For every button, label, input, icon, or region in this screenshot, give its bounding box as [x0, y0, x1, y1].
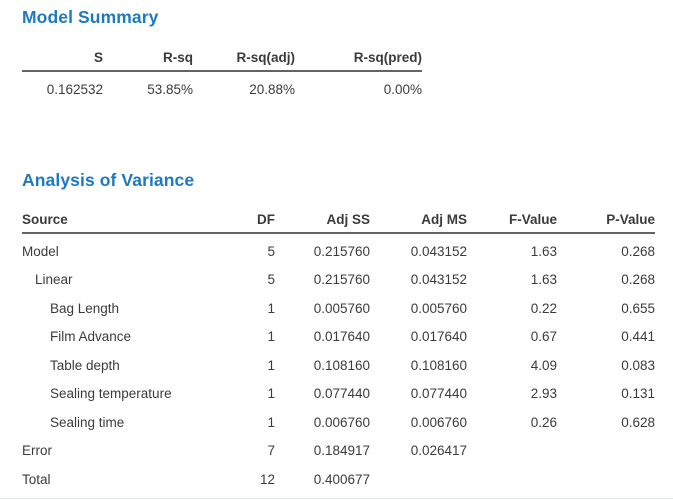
- ms-header-rsq-adj: R-sq(adj): [236, 50, 296, 65]
- anova-p-value-cell: 0.268: [621, 272, 655, 288]
- anova-header-df: DF: [257, 212, 275, 227]
- anova-table: Source DF Adj SS Adj MS F-Value P-Value …: [22, 212, 655, 494]
- anova-row-bag-length: Bag Length 1 0.005760 0.005760 0.22 0.65…: [22, 294, 655, 323]
- anova-row-error: Error 7 0.184917 0.026417: [22, 437, 655, 466]
- page-bottom-divider: [0, 498, 673, 499]
- anova-source-cell: Table depth: [50, 357, 120, 373]
- anova-f-value-cell: 4.09: [530, 357, 557, 373]
- anova-f-value-cell: 2.93: [530, 386, 557, 402]
- anova-f-value-cell: 0.67: [530, 329, 557, 345]
- anova-p-value-cell: 0.131: [621, 386, 655, 402]
- ms-header-s: S: [93, 50, 103, 65]
- anova-adj-ms-cell: 0.108160: [410, 357, 467, 373]
- anova-adj-ss-cell: 0.108160: [313, 357, 370, 373]
- anova-source-cell: Sealing time: [50, 414, 125, 430]
- anova-df-cell: 1: [267, 329, 275, 345]
- anova-source-cell: Total: [22, 471, 51, 487]
- anova-header-f-value: F-Value: [508, 212, 557, 227]
- anova-df-cell: 1: [267, 300, 275, 316]
- model-summary-title: Model Summary: [22, 7, 159, 27]
- anova-f-value-cell: 1.63: [530, 243, 557, 259]
- anova-row-film-advance: Film Advance 1 0.017640 0.017640 0.67 0.…: [22, 323, 655, 352]
- anova-source-cell: Linear: [35, 272, 73, 288]
- anova-adj-ms-cell: 0.017640: [410, 329, 467, 345]
- anova-p-value-cell: 0.083: [621, 357, 655, 373]
- anova-df-cell: 1: [267, 386, 275, 402]
- ms-header-rsq-pred: R-sq(pred): [353, 50, 422, 65]
- ms-header-rsq: R-sq: [163, 50, 193, 65]
- anova-source-cell: Film Advance: [50, 329, 132, 345]
- anova-source-cell: Model: [22, 243, 59, 259]
- anova-df-cell: 5: [267, 272, 275, 288]
- anova-header-p-value: P-Value: [606, 212, 655, 227]
- anova-f-value-cell: 0.22: [530, 300, 557, 316]
- anova-f-value-cell: [467, 465, 557, 494]
- anova-source-cell: Error: [22, 443, 52, 459]
- anova-p-value-cell: 0.655: [621, 300, 655, 316]
- anova-source-cell: Sealing temperature: [50, 386, 172, 402]
- anova-adj-ss-cell: 0.400677: [313, 471, 370, 487]
- anova-adj-ss-cell: 0.005760: [313, 300, 370, 316]
- anova-row-model: Model 5 0.215760 0.043152 1.63 0.268: [22, 233, 655, 266]
- anova-row-table-depth: Table depth 1 0.108160 0.108160 4.09 0.0…: [22, 351, 655, 380]
- model-summary-header-row: S R-sq R-sq(adj) R-sq(pred): [22, 50, 422, 71]
- anova-adj-ms-cell: 0.043152: [410, 272, 467, 288]
- anova-adj-ms-cell: [370, 465, 467, 494]
- anova-adj-ss-cell: 0.017640: [313, 329, 370, 345]
- anova-row-total: Total 12 0.400677: [22, 465, 655, 494]
- ms-value-rsq-pred: 0.00%: [383, 81, 422, 97]
- anova-df-cell: 12: [259, 471, 275, 487]
- anova-adj-ss-cell: 0.215760: [313, 272, 370, 288]
- ms-value-s: 0.162532: [46, 81, 103, 97]
- anova-f-value-cell: 0.26: [530, 414, 557, 430]
- anova-p-value-cell: [557, 465, 655, 494]
- anova-adj-ss-cell: 0.184917: [313, 443, 370, 459]
- anova-row-sealing-time: Sealing time 1 0.006760 0.006760 0.26 0.…: [22, 408, 655, 437]
- anova-f-value-cell: 1.63: [530, 272, 557, 288]
- anova-p-value-cell: 0.268: [621, 243, 655, 259]
- anova-p-value-cell: [557, 437, 655, 466]
- ms-value-rsq: 53.85%: [147, 81, 193, 97]
- anova-header-adj-ss: Adj SS: [326, 212, 370, 227]
- anova-adj-ss-cell: 0.077440: [313, 386, 370, 402]
- anova-df-cell: 1: [267, 414, 275, 430]
- anova-df-cell: 7: [267, 443, 275, 459]
- anova-header-source: Source: [22, 212, 68, 227]
- anova-adj-ms-cell: 0.005760: [410, 300, 467, 316]
- anova-row-sealing-temperature: Sealing temperature 1 0.077440 0.077440 …: [22, 380, 655, 409]
- anova-adj-ss-cell: 0.006760: [313, 414, 370, 430]
- anova-f-value-cell: [467, 437, 557, 466]
- anova-df-cell: 5: [267, 243, 275, 259]
- anova-title: Analysis of Variance: [22, 170, 195, 190]
- anova-source-cell: Bag Length: [50, 300, 120, 316]
- anova-row-linear: Linear 5 0.215760 0.043152 1.63 0.268: [22, 266, 655, 295]
- model-summary-value-row: 0.162532 53.85% 20.88% 0.00%: [22, 71, 422, 99]
- anova-p-value-cell: 0.441: [621, 329, 655, 345]
- anova-adj-ms-cell: 0.077440: [410, 386, 467, 402]
- anova-adj-ss-cell: 0.215760: [313, 243, 370, 259]
- anova-adj-ms-cell: 0.026417: [410, 443, 467, 459]
- anova-header-row: Source DF Adj SS Adj MS F-Value P-Value: [22, 212, 655, 233]
- anova-adj-ms-cell: 0.043152: [410, 243, 467, 259]
- anova-header-adj-ms: Adj MS: [421, 212, 467, 227]
- anova-df-cell: 1: [267, 357, 275, 373]
- anova-adj-ms-cell: 0.006760: [410, 414, 467, 430]
- ms-value-rsq-adj: 20.88%: [249, 81, 295, 97]
- anova-p-value-cell: 0.628: [621, 414, 655, 430]
- model-summary-table: S R-sq R-sq(adj) R-sq(pred) 0.162532 53.…: [22, 50, 422, 99]
